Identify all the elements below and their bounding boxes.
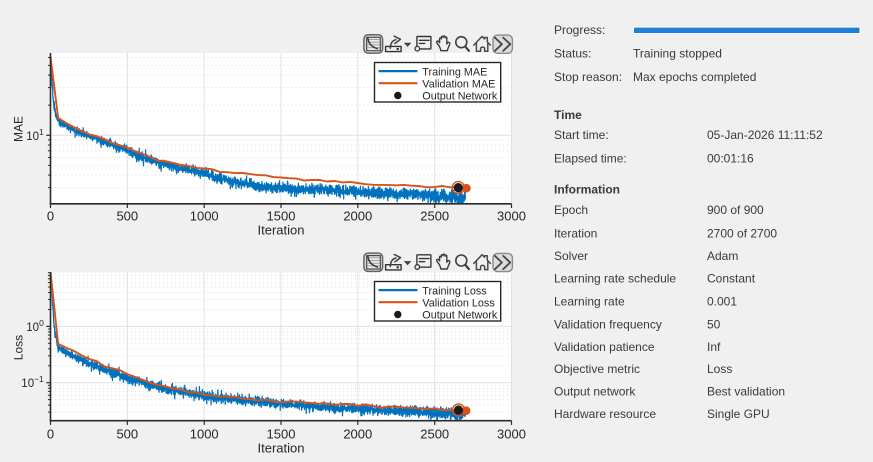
svg-text:Information: Information bbox=[554, 182, 620, 196]
svg-text:Training stopped: Training stopped bbox=[633, 46, 722, 60]
svg-text:Elapsed time:: Elapsed time: bbox=[554, 152, 627, 166]
svg-text:Training Loss: Training Loss bbox=[422, 285, 487, 297]
svg-text:Max epochs completed: Max epochs completed bbox=[633, 70, 756, 84]
svg-text:Output network: Output network bbox=[554, 385, 636, 399]
svg-text:Validation MAE: Validation MAE bbox=[422, 78, 495, 90]
svg-text:05-Jan-2026 11:11:52: 05-Jan-2026 11:11:52 bbox=[707, 128, 823, 142]
svg-text:MAE: MAE bbox=[11, 116, 25, 142]
svg-text:1000: 1000 bbox=[190, 427, 219, 442]
svg-text:2700 of 2700: 2700 of 2700 bbox=[707, 227, 777, 241]
svg-text:50: 50 bbox=[707, 317, 721, 331]
svg-text:Learning rate schedule: Learning rate schedule bbox=[554, 271, 676, 285]
svg-text:Learning rate: Learning rate bbox=[554, 294, 625, 308]
svg-text:2000: 2000 bbox=[343, 427, 372, 442]
svg-text:2500: 2500 bbox=[420, 427, 449, 442]
svg-text:2000: 2000 bbox=[343, 208, 372, 223]
svg-text:Inf: Inf bbox=[707, 340, 721, 354]
svg-text:2500: 2500 bbox=[420, 208, 449, 223]
svg-text:Status:: Status: bbox=[554, 46, 591, 60]
svg-text:Training MAE: Training MAE bbox=[422, 66, 487, 78]
svg-text:Single GPU: Single GPU bbox=[707, 407, 770, 421]
svg-text:Stop reason:: Stop reason: bbox=[554, 70, 622, 84]
svg-text:Progress:: Progress: bbox=[554, 23, 605, 37]
svg-text:Validation frequency: Validation frequency bbox=[554, 317, 662, 331]
svg-text:1500: 1500 bbox=[267, 427, 296, 442]
svg-text:Adam: Adam bbox=[707, 249, 738, 263]
svg-text:Epoch: Epoch bbox=[554, 203, 588, 217]
svg-text:Best validation: Best validation bbox=[707, 385, 785, 399]
svg-text:Output Network: Output Network bbox=[422, 310, 498, 322]
svg-text:Iteration: Iteration bbox=[258, 441, 305, 456]
svg-text:1000: 1000 bbox=[190, 208, 219, 223]
svg-text:Iteration: Iteration bbox=[258, 223, 305, 238]
svg-text:0.001: 0.001 bbox=[707, 294, 737, 308]
svg-text:1500: 1500 bbox=[267, 208, 296, 223]
svg-text:Time: Time bbox=[554, 108, 582, 122]
svg-text:Hardware resource: Hardware resource bbox=[554, 407, 656, 421]
svg-text:900 of 900: 900 of 900 bbox=[707, 203, 764, 217]
svg-text:Start time:: Start time: bbox=[554, 128, 609, 142]
svg-text:500: 500 bbox=[116, 427, 138, 442]
svg-text:Iteration: Iteration bbox=[554, 227, 597, 241]
svg-text:Output Network: Output Network bbox=[422, 91, 498, 103]
svg-text:Validation Loss: Validation Loss bbox=[422, 297, 495, 309]
svg-text:3000: 3000 bbox=[497, 208, 526, 223]
svg-text:0: 0 bbox=[47, 427, 54, 442]
svg-text:0: 0 bbox=[47, 208, 54, 223]
svg-text:Loss: Loss bbox=[11, 335, 25, 360]
svg-text:Loss: Loss bbox=[707, 362, 732, 376]
svg-text:500: 500 bbox=[116, 208, 138, 223]
svg-text:Objective metric: Objective metric bbox=[554, 362, 640, 376]
svg-text:3000: 3000 bbox=[497, 427, 526, 442]
svg-text:Solver: Solver bbox=[554, 249, 588, 263]
svg-text:Constant: Constant bbox=[707, 271, 756, 285]
svg-text:Validation patience: Validation patience bbox=[554, 340, 655, 354]
svg-text:00:01:16: 00:01:16 bbox=[707, 152, 754, 166]
